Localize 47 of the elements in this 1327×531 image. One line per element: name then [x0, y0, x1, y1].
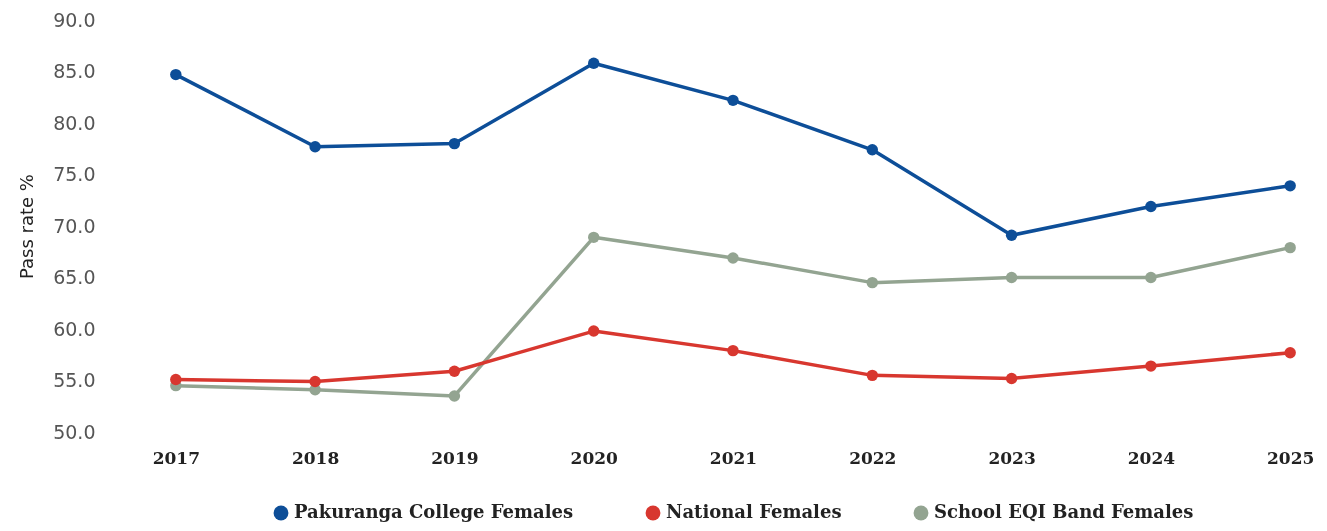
point	[170, 68, 182, 81]
y-tick-label: 70.0	[53, 214, 96, 237]
y-tick-label: 60.0	[53, 317, 96, 340]
point	[309, 141, 321, 153]
point	[866, 276, 878, 289]
x-tick-label: 2025	[1267, 447, 1315, 468]
x-tick-label: 2024	[1127, 447, 1176, 468]
point	[1005, 229, 1018, 241]
point	[1284, 241, 1296, 254]
point	[1005, 271, 1018, 284]
x-tick-label: 2018	[291, 447, 340, 468]
point	[727, 344, 739, 357]
y-tick-label: 50.0	[53, 420, 96, 443]
y-tick-label: 75.0	[53, 163, 96, 185]
point	[727, 94, 739, 107]
x-tick-label: 2017	[152, 447, 200, 468]
y-tick-label: 85.0	[53, 60, 96, 82]
point	[309, 375, 321, 388]
y-tick-label: 55.0	[53, 369, 96, 391]
point	[1005, 372, 1018, 385]
x-tick-label: 2022	[849, 447, 897, 468]
point	[1145, 360, 1157, 372]
point	[170, 373, 182, 386]
legend-label: School EQI Band Females	[934, 501, 1194, 522]
point	[588, 57, 600, 69]
y-tick-label: 90.0	[53, 8, 96, 31]
x-tick-label: 2019	[431, 447, 479, 468]
legend-label: National Females	[666, 501, 842, 522]
point	[588, 325, 600, 337]
y-tick-label: 80.0	[53, 111, 96, 134]
point	[1145, 271, 1157, 284]
x-tick-label: 2021	[709, 447, 758, 468]
point	[448, 365, 461, 377]
point	[1284, 180, 1296, 192]
point	[1284, 347, 1296, 359]
x-tick-label: 2020	[570, 447, 619, 468]
point	[727, 252, 739, 264]
point	[588, 231, 600, 244]
point	[866, 369, 878, 382]
y-axis-title: Pass rate %	[16, 174, 38, 279]
legend-label: Pakuranga College Females	[294, 501, 574, 522]
x-tick-label: 2023	[988, 447, 1036, 468]
point	[448, 137, 461, 150]
point	[448, 390, 461, 402]
point	[1145, 200, 1157, 213]
point	[866, 144, 878, 156]
y-tick-label: 65.0	[53, 266, 96, 288]
